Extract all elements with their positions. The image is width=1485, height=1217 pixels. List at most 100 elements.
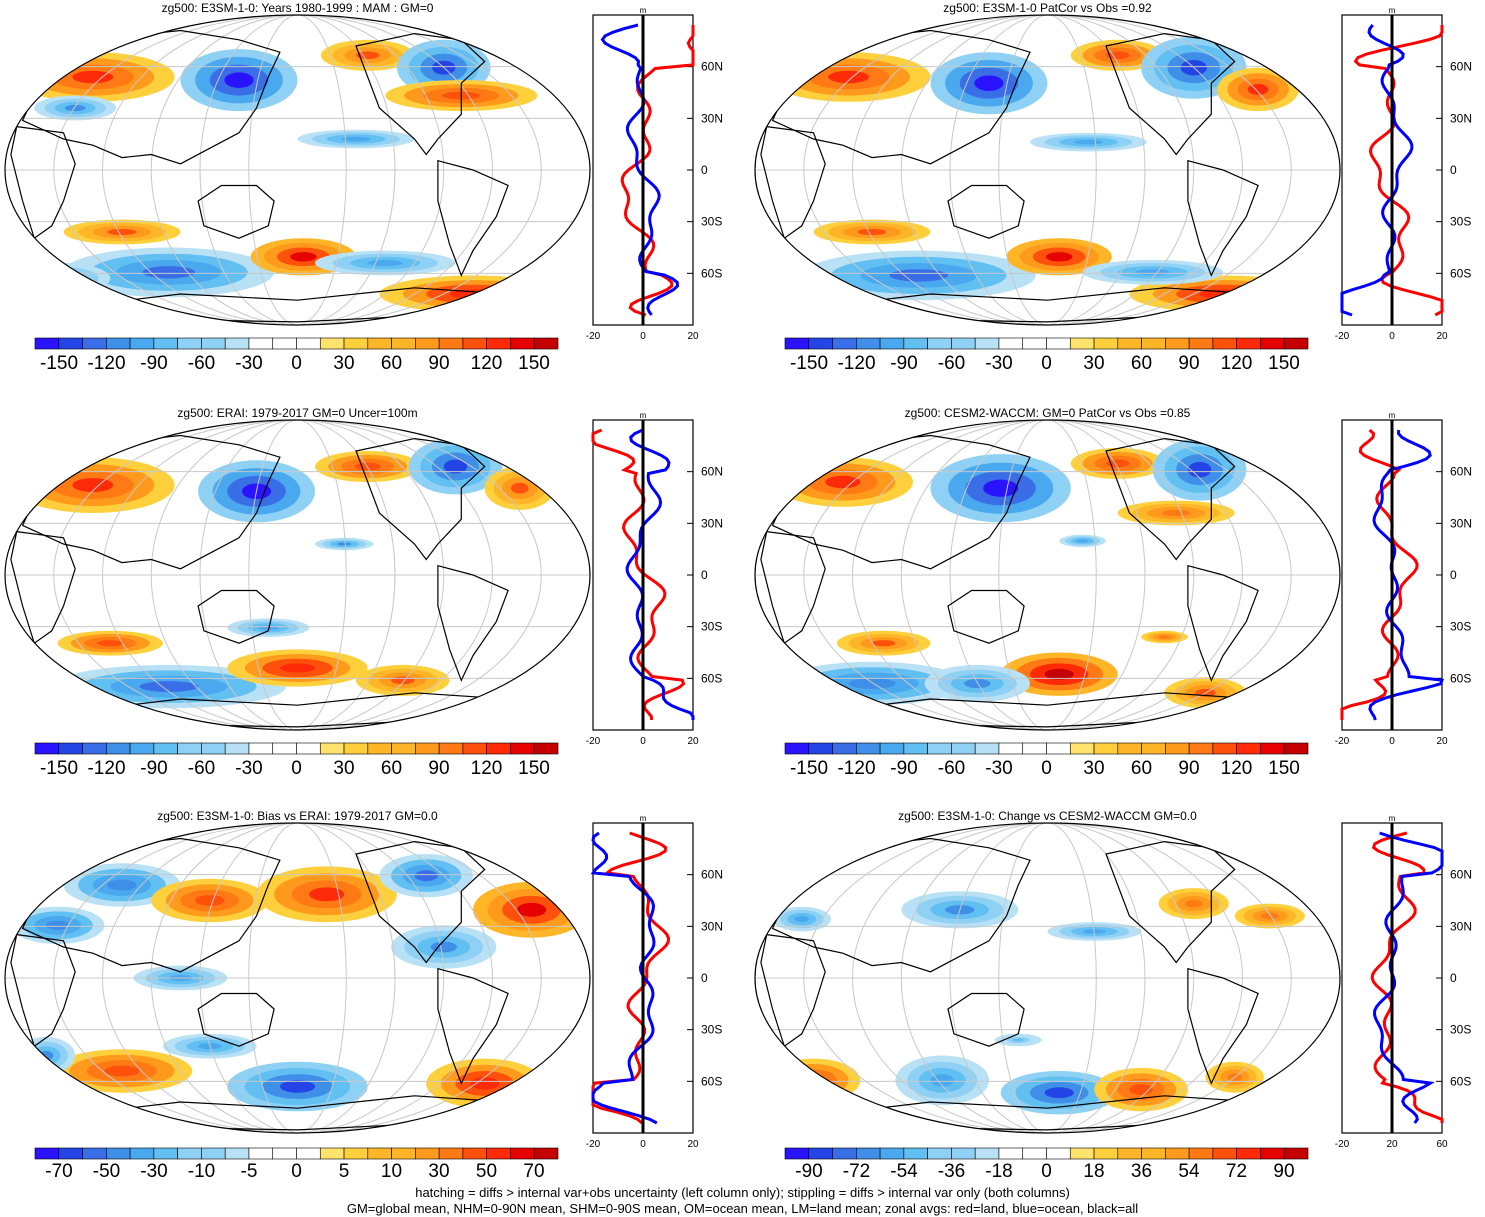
colorbar-box [1188, 742, 1214, 755]
anomaly-contour [1046, 252, 1073, 262]
colorbar-box [998, 1147, 1024, 1160]
colorbar-box [343, 1147, 369, 1160]
colorbar-box [927, 742, 952, 755]
colorbar-box [343, 742, 369, 755]
longitude-gridline [150, 823, 445, 1133]
colorbar-box [1117, 337, 1142, 350]
longitude-gridline [248, 420, 347, 730]
colorbar-box [1141, 337, 1166, 350]
panel-p4: zg500: CESM2-WACCM: GM=0 PatCor vs Obs =… [754, 406, 1472, 779]
colorbar-tick-label: -90 [140, 758, 167, 779]
colorbar-box [486, 742, 511, 755]
colorbar-tick-label: 30 [1083, 353, 1104, 374]
longitude-gridline [900, 15, 1195, 325]
anomaly-contour [889, 269, 949, 282]
colorbar-tick-label: -18 [985, 1161, 1012, 1182]
colorbar-box [106, 337, 131, 350]
zonal-profile: m 60N 30N 0 30S 60S -20 20 60 [1335, 814, 1472, 1150]
map [754, 822, 1341, 1134]
longitude-gridline [998, 823, 1097, 1133]
colorbar-box [82, 337, 107, 350]
colorbar-box [367, 1147, 392, 1160]
panel-p6: zg500: E3SM-1-0: Change vs CESM2-WACCM G… [754, 809, 1472, 1182]
colorbar-box [201, 337, 226, 350]
map-border [754, 822, 1341, 1134]
coastline [197, 589, 275, 644]
colorbar-tick-label: 90 [1273, 1161, 1294, 1182]
profile-x-tick-label: 60 [1436, 1139, 1448, 1150]
colorbar-box [1022, 337, 1047, 350]
colorbar-tick-label: -120 [87, 353, 125, 374]
panel-title: zg500: CESM2-WACCM: GM=0 PatCor vs Obs =… [905, 406, 1191, 420]
longitude-gridline [248, 823, 347, 1133]
coastline [437, 159, 509, 277]
colorbar-box [903, 742, 928, 755]
coastline [760, 125, 826, 240]
map [4, 419, 591, 731]
profile-units: m [1389, 6, 1396, 15]
colorbar-box [951, 742, 976, 755]
colorbar-box [438, 1147, 464, 1160]
longitude-gridline [102, 15, 493, 325]
anomaly-contour [107, 228, 137, 236]
anomaly-contour [470, 1077, 500, 1090]
profile-units: m [640, 814, 647, 823]
colorbar-box [153, 1147, 178, 1160]
colorbar-box [1117, 1147, 1142, 1160]
anomaly-contour [139, 681, 199, 693]
longitude-gridline [852, 420, 1243, 730]
colorbar-box [367, 742, 392, 755]
land-zonal-line [591, 831, 671, 1125]
colorbar-box [784, 337, 810, 350]
zonal-profile: m 60N 30N 0 30S 60S -20 0 20 [1335, 6, 1472, 342]
colorbar-box [1046, 1147, 1071, 1160]
anomaly-contour [857, 228, 887, 236]
colorbar-box [974, 337, 1000, 350]
colorbar-box [1093, 337, 1119, 350]
anomaly-contour [341, 136, 371, 142]
coastline [10, 125, 76, 240]
colorbar-tick-label: -150 [40, 353, 78, 374]
panel-title: zg500: E3SM-1-0 PatCor vs Obs =0.92 [943, 1, 1152, 15]
longitude-gridline [102, 823, 493, 1133]
colorbar-box [58, 1147, 83, 1160]
colorbar-box [951, 1147, 976, 1160]
colorbar-tick-label: 150 [518, 353, 550, 374]
colorbar-box [832, 1147, 857, 1160]
colorbar-box [248, 1147, 274, 1160]
colorbar-box [391, 742, 416, 755]
ocean-zonal-line [625, 428, 695, 720]
colorbar-box [177, 1147, 202, 1160]
profile-lat-label: 60S [701, 671, 722, 685]
colorbar-box [129, 742, 155, 755]
longitude-gridline [199, 15, 396, 325]
anomaly-contour [443, 459, 468, 474]
colorbar-tick-label: 60 [1131, 353, 1152, 374]
profile-lat-label: 30S [1450, 1023, 1471, 1037]
colorbar-box [832, 337, 857, 350]
panel-p5: zg500: E3SM-1-0: Bias vs ERAI: 1979-2017… [4, 809, 723, 1182]
colorbar-tick-label: 150 [1268, 353, 1300, 374]
profile-units: m [1389, 814, 1396, 823]
longitude-gridline [803, 15, 1292, 325]
colorbar-tick-label: -60 [938, 353, 965, 374]
profile-lat-label: 30N [701, 111, 723, 125]
colorbar-box [1022, 1147, 1047, 1160]
colorbar-tick-label: 150 [518, 758, 550, 779]
colorbar-tick-label: -120 [87, 758, 125, 779]
colorbar-box [1236, 742, 1261, 755]
colorbar-box [391, 1147, 416, 1160]
footer-line-2: GM=global mean, NHM=0-90N mean, SHM=0-90… [346, 1201, 1139, 1216]
longitude-gridline [949, 15, 1146, 325]
colorbar-box [272, 337, 297, 350]
colorbar-box [343, 337, 369, 350]
colorbar-box [1141, 742, 1166, 755]
profile-x-tick-label: 0 [640, 736, 646, 747]
colorbar-box [34, 337, 60, 350]
coastline [760, 933, 826, 1048]
coastline [437, 564, 509, 682]
colorbar-box [1046, 337, 1071, 350]
colorbar-box [319, 337, 345, 350]
profile-lat-label: 0 [1450, 568, 1457, 582]
longitude-gridline [900, 823, 1195, 1133]
